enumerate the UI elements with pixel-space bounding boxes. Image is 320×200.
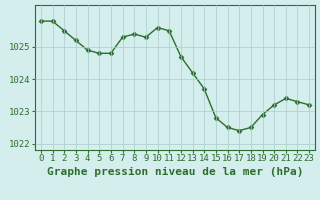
X-axis label: Graphe pression niveau de la mer (hPa): Graphe pression niveau de la mer (hPa): [47, 167, 303, 177]
